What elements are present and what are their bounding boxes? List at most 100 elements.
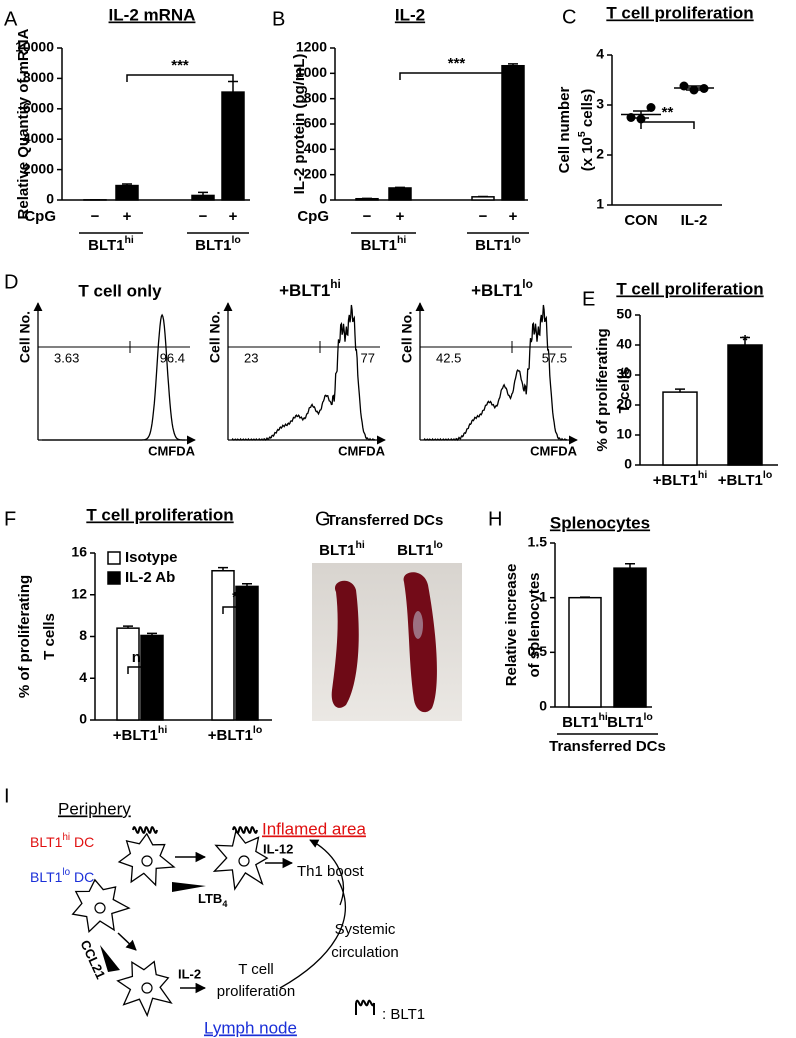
y-tick-label: 10 [616,426,632,442]
x-tick-label: BLT1hi [562,711,608,731]
error-bar [147,632,157,636]
legend-swatch [107,551,121,565]
panel-label: I [4,785,10,807]
y-tick-label: 0.5 [528,643,548,659]
bar [501,64,525,201]
x-tick-label: + [509,208,518,225]
significance-bracket [640,121,695,129]
error-bar [633,110,649,119]
y-tick-label: 6000 [23,100,54,116]
diagram-label: IL-12 [263,841,293,856]
error-bar [198,191,208,196]
flow-y-label: Cell No. [17,311,33,363]
gate-value: 96.4 [160,350,185,365]
flow-y-label: Cell No. [399,311,415,363]
y-tick-label: 2000 [23,160,54,176]
blt1-symbol [355,999,375,1015]
y-axis-label: of splenocytes [526,572,543,677]
y-axis-label: (x 105 cells) [576,89,596,172]
y-tick-label: 0 [46,191,54,207]
chart-title: T cell proliferation [606,3,753,22]
panel-label: A [4,8,18,30]
y-axis-label: IL-2 protein (pg/mL) [291,54,308,195]
x-tick-label: +BLT1hi [113,724,168,744]
y-axis-label: T cells [616,367,633,414]
blt1-receptor [132,826,158,834]
y-tick-label: 8000 [23,69,54,85]
diagram-label: CCL21 [77,938,108,982]
y-tick-label: 800 [304,89,328,105]
y-axis-label: Cell number [556,86,573,173]
x-tick-label: CON [624,212,657,229]
data-point [646,103,656,112]
chart-title: T cell proliferation [86,505,233,524]
y-tick-label: 16 [71,544,87,560]
error-bar [395,186,405,189]
gate-value: 23 [244,350,258,365]
legend-swatch [107,571,121,585]
y-axis-label: % of proliferating [16,575,33,698]
gate-value: 42.5 [436,350,461,365]
gate-value: 77 [361,350,375,365]
y-tick-label: 8 [79,627,87,643]
y-tick-label: 1 [539,588,547,604]
error-bar [508,63,518,66]
y-tick-label: 12 [71,585,87,601]
error-bar [625,563,635,569]
y-tick-label: 1.5 [528,534,548,550]
significance-bracket [127,666,154,674]
group-label: BLT1hi [361,234,407,254]
y-tick-label: 1000 [296,64,327,80]
y-tick-label: 1 [596,196,604,212]
significance-label: *** [448,55,466,72]
bar [191,194,215,201]
x-axis-label: Transferred DCs [549,738,666,755]
panel-label: D [4,271,18,293]
x-tick-label: − [199,208,208,225]
photo-label: BLT1hi [319,539,365,559]
diagram-label: circulation [331,944,399,961]
diagram-label: Inflamed area [262,819,366,838]
arrow [309,839,345,906]
y-tick-label: 40 [616,336,632,352]
y-tick-label: 30 [616,366,632,382]
diagram-label: Lymph node [204,1018,297,1037]
arrow [117,932,137,951]
legend-label: IL-2 Ab [125,569,175,586]
significance-bracket [126,74,234,82]
row-label: CpG [297,208,329,225]
y-tick-label: 0 [539,698,547,714]
bar [115,184,139,201]
error-bar [122,183,132,186]
panel-label: C [562,6,576,28]
arrow-head [172,882,206,892]
x-tick-label: − [363,208,372,225]
y-tick-label: 50 [616,306,632,322]
x-tick-label: + [123,208,132,225]
significance-bracket [399,72,514,80]
significance-label: *** [171,57,189,74]
flow-histogram [42,313,185,441]
photo-title: Transferred DCs [327,512,444,529]
row-label: CpG [24,208,56,225]
y-tick-label: 400 [304,140,328,156]
x-tick-label: BLT1lo [607,711,653,731]
diagram-label: : BLT1 [382,1006,425,1023]
x-tick-label: − [479,208,488,225]
panel-label: H [488,508,502,530]
diagram-label: Periphery [58,799,131,818]
y-tick-label: 0 [624,456,632,472]
dc-nucleus [141,982,153,994]
error-bar [228,80,238,93]
y-tick-label: 0 [319,191,327,207]
arrow-head [100,945,120,972]
y-axis-label: T cells [41,613,58,660]
x-tick-label: − [91,208,100,225]
y-tick-label: 3 [596,96,604,112]
diagram-label: BLT1lo DC [30,867,94,885]
diagram-label: LTB4 [198,891,228,909]
diagram-label: T cell [238,961,274,978]
y-axis-label: Relative increase [503,564,520,687]
error-bar [242,583,252,587]
flow-title: +BLT1lo [471,277,533,300]
